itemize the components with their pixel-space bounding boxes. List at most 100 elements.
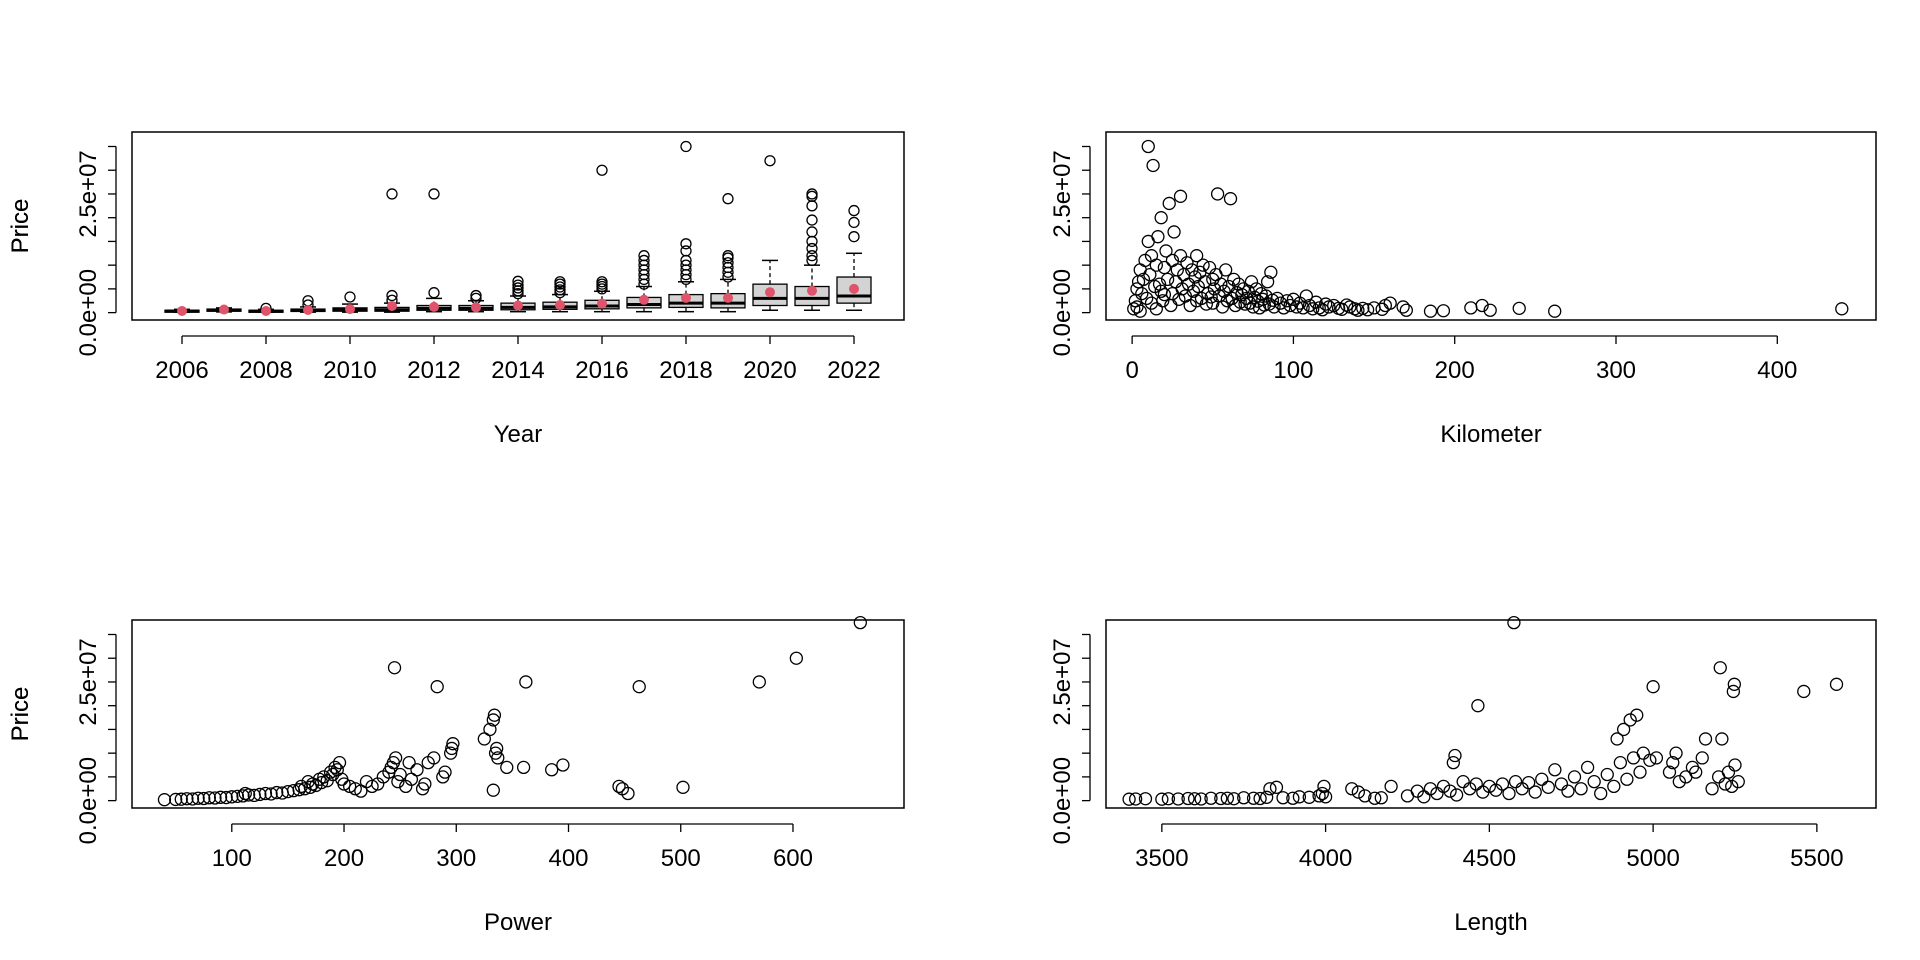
box-2011 [374, 188, 410, 313]
data-point [612, 779, 626, 794]
data-point [1155, 792, 1169, 806]
x-tick-label: 2020 [743, 357, 796, 384]
outlier-point [806, 254, 818, 267]
data-point [1160, 272, 1175, 287]
data-point [1705, 782, 1719, 796]
data-point [1127, 302, 1141, 316]
data-point [1345, 782, 1359, 796]
box-2019 [710, 193, 746, 313]
data-point [1238, 297, 1252, 311]
data-point [1202, 260, 1217, 275]
data-point [1317, 779, 1331, 794]
data-point [1728, 758, 1742, 772]
data-point [393, 767, 407, 782]
panel-power-scatter: 0.0e+00 2.5e+07 Price 100 200 300 400 500 600 Pow… [7, 615, 905, 936]
data-point [270, 785, 284, 800]
data-point [1695, 751, 1709, 765]
data-point [1235, 287, 1249, 302]
data-point [1374, 791, 1388, 805]
data-point [1194, 792, 1208, 806]
y-tick-label: 0.0e+00 [1049, 757, 1076, 844]
data-point [1356, 301, 1370, 316]
outlier-point [806, 200, 818, 212]
data-point [1721, 765, 1736, 779]
x-tick-label: 2010 [323, 357, 376, 384]
data-point [1161, 792, 1176, 806]
data-point [337, 777, 351, 791]
data-point [1646, 680, 1660, 694]
data-point [169, 792, 183, 807]
box-2006 [164, 305, 200, 316]
scatter-points [157, 615, 867, 807]
data-point [191, 791, 205, 805]
data-point [1219, 263, 1233, 277]
data-point [1436, 779, 1451, 794]
data-point [1169, 275, 1183, 289]
data-point [752, 675, 766, 689]
data-point [1223, 192, 1238, 206]
data-point [1283, 298, 1297, 313]
y-axis-label: Price [7, 199, 34, 254]
data-point [225, 790, 239, 804]
data-point [1535, 772, 1549, 786]
data-point [1561, 784, 1575, 798]
outlier-point [512, 275, 524, 287]
data-point [516, 760, 531, 775]
mean-marker [597, 298, 607, 309]
outlier-point [680, 140, 692, 153]
outlier-point [806, 250, 818, 262]
data-point [1181, 791, 1195, 806]
x-tick-label: 2006 [155, 357, 208, 384]
data-point [264, 787, 278, 801]
plot-frame [131, 131, 905, 321]
data-point [1567, 770, 1582, 784]
outlier-point [638, 254, 650, 267]
data-point [1548, 304, 1562, 318]
mean-marker [513, 300, 523, 311]
data-point [1726, 684, 1741, 699]
outlier-point [554, 287, 566, 299]
mean-marker [639, 294, 649, 305]
data-point [258, 786, 273, 801]
data-point [1620, 772, 1634, 786]
data-point [197, 791, 211, 806]
data-point [1217, 284, 1231, 298]
data-point [1204, 791, 1218, 805]
data-point [1375, 302, 1389, 316]
mean-marker [177, 305, 187, 316]
box-2008 [248, 302, 284, 316]
x-tick-label: 5500 [1790, 845, 1843, 872]
data-point [1507, 615, 1521, 630]
data-point [1399, 303, 1413, 317]
x-tick-label: 300 [1596, 357, 1636, 384]
x-tick-label: 4500 [1463, 845, 1516, 872]
data-point [174, 792, 188, 806]
data-point [438, 765, 452, 779]
data-point [1463, 782, 1477, 796]
y-tick-label: 0.0e+00 [75, 269, 102, 356]
outlier-point [848, 231, 860, 243]
data-point [1296, 301, 1310, 315]
data-point [1580, 760, 1595, 775]
data-point [1157, 287, 1172, 302]
data-point [789, 651, 804, 665]
data-point [1187, 792, 1202, 806]
data-point [314, 775, 329, 790]
data-point [1633, 765, 1647, 779]
data-point [853, 615, 867, 630]
data-point [1129, 792, 1143, 806]
data-point [486, 783, 500, 797]
data-point [1149, 302, 1163, 316]
mean-marker [681, 292, 691, 303]
y-tick-label: 2.5e+07 [1049, 150, 1076, 237]
x-axis-label: Kilometer [1440, 421, 1541, 448]
outlier-point [764, 155, 776, 167]
data-point [1186, 284, 1201, 298]
mean-marker [429, 301, 439, 312]
data-point [1253, 791, 1267, 806]
data-point [491, 751, 505, 765]
data-point [1662, 765, 1677, 779]
outlier-point [386, 289, 398, 302]
mean-marker [345, 304, 355, 315]
data-point [1502, 786, 1516, 801]
